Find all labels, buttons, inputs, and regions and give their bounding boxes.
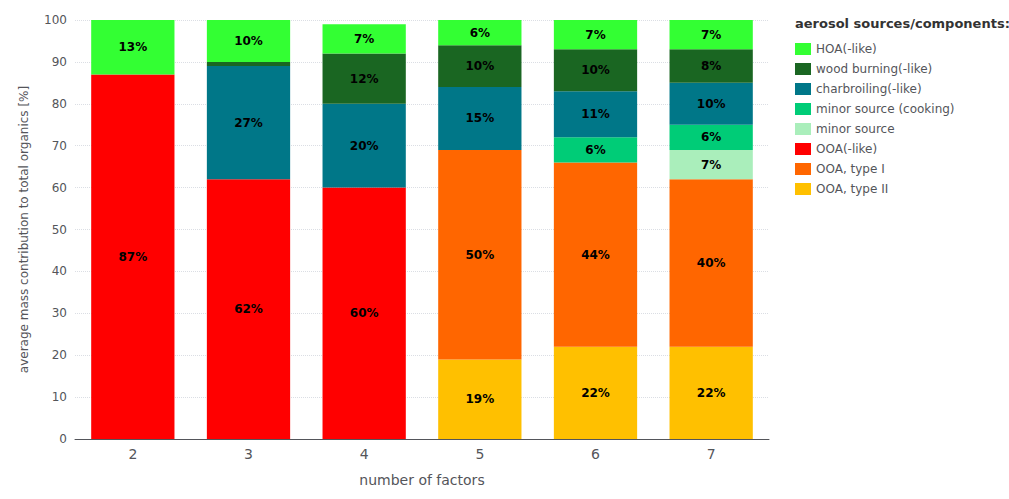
svg-text:OOA, type II: OOA, type II — [816, 182, 888, 196]
svg-text:OOA(-like): OOA(-like) — [816, 142, 877, 156]
svg-text:OOA, type I: OOA, type I — [816, 162, 885, 176]
svg-text:27%: 27% — [234, 116, 263, 130]
svg-text:7%: 7% — [701, 158, 721, 172]
svg-text:70: 70 — [52, 139, 67, 153]
svg-text:10%: 10% — [581, 63, 610, 77]
svg-text:40: 40 — [52, 264, 67, 278]
svg-text:11%: 11% — [581, 107, 610, 121]
svg-text:5: 5 — [475, 446, 484, 462]
svg-text:44%: 44% — [581, 248, 610, 262]
svg-text:10%: 10% — [234, 34, 263, 48]
svg-text:6%: 6% — [585, 143, 605, 157]
svg-text:4: 4 — [360, 446, 369, 462]
svg-text:7%: 7% — [585, 28, 605, 42]
svg-text:6%: 6% — [470, 26, 490, 40]
svg-text:13%: 13% — [118, 40, 147, 54]
svg-text:7%: 7% — [701, 28, 721, 42]
svg-text:6: 6 — [591, 446, 600, 462]
svg-text:average mass contribution to t: average mass contribution to total organ… — [17, 86, 31, 373]
svg-text:30: 30 — [52, 306, 67, 320]
svg-text:40%: 40% — [697, 256, 726, 270]
svg-text:10%: 10% — [697, 97, 726, 111]
svg-text:20: 20 — [52, 348, 67, 362]
svg-text:minor source (cooking): minor source (cooking) — [816, 102, 955, 116]
svg-text:aerosol sources/components:: aerosol sources/components: — [795, 16, 1009, 31]
svg-text:19%: 19% — [465, 392, 494, 406]
svg-text:7: 7 — [707, 446, 716, 462]
svg-text:6%: 6% — [701, 130, 721, 144]
svg-text:100: 100 — [44, 13, 67, 27]
svg-text:2: 2 — [128, 446, 137, 462]
svg-text:50: 50 — [52, 223, 67, 237]
svg-text:80: 80 — [52, 97, 67, 111]
svg-text:22%: 22% — [581, 386, 610, 400]
svg-text:60%: 60% — [350, 306, 379, 320]
svg-text:62%: 62% — [234, 302, 263, 316]
svg-text:8%: 8% — [701, 59, 721, 73]
svg-text:wood burning(-like): wood burning(-like) — [816, 62, 932, 76]
svg-text:minor source: minor source — [816, 122, 895, 136]
svg-text:10%: 10% — [465, 59, 494, 73]
svg-text:22%: 22% — [697, 386, 726, 400]
svg-text:3: 3 — [244, 446, 253, 462]
svg-text:87%: 87% — [118, 250, 147, 264]
svg-text:7%: 7% — [354, 32, 374, 46]
svg-text:12%: 12% — [350, 72, 379, 86]
svg-text:50%: 50% — [465, 248, 494, 262]
svg-text:HOA(-like): HOA(-like) — [816, 42, 877, 56]
svg-text:60: 60 — [52, 181, 67, 195]
svg-text:10: 10 — [52, 390, 67, 404]
svg-text:90: 90 — [52, 55, 67, 69]
svg-text:number of factors: number of factors — [359, 472, 484, 488]
svg-text:20%: 20% — [350, 139, 379, 153]
svg-text:0: 0 — [59, 432, 67, 446]
svg-text:15%: 15% — [465, 111, 494, 125]
svg-text:charbroiling(-like): charbroiling(-like) — [816, 82, 922, 96]
